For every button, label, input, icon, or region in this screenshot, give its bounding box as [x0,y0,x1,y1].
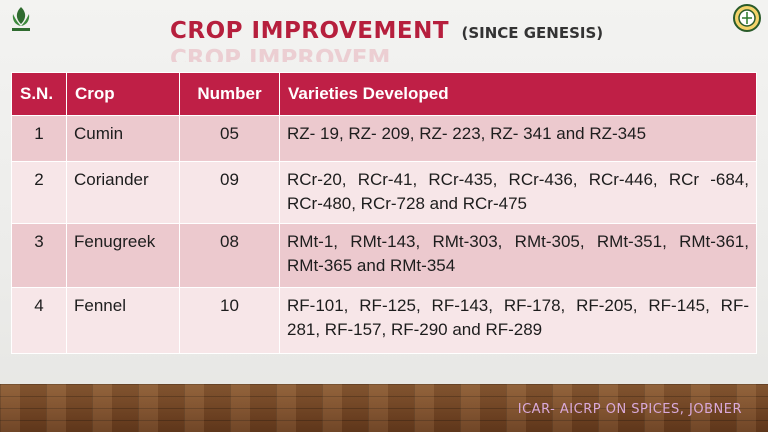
cell-sn: 2 [11,161,67,224]
table-header-row: S.N. Crop Number Varieties Developed [11,72,757,116]
cell-number: 09 [179,161,280,224]
cell-varieties: RF-101, RF-125, RF-143, RF-178, RF-205, … [279,287,757,354]
cell-sn: 4 [11,287,67,354]
cell-sn: 3 [11,223,67,288]
cell-varieties: RMt-1, RMt-143, RMt-303, RMt-305, RMt-35… [279,223,757,288]
table-row: 4 Fennel 10 RF-101, RF-125, RF-143, RF-1… [11,287,757,354]
column-header-varieties: Varieties Developed [279,72,757,116]
title-main: CROP IMPROVEMENT [170,18,450,44]
cell-crop: Fennel [66,287,180,354]
institute-seal-icon [733,4,761,32]
footer-organization: ICAR- AICRP ON SPICES, JOBNER [517,402,742,417]
cell-number: 05 [179,115,280,162]
table-row: 1 Cumin 05 RZ- 19, RZ- 209, RZ- 223, RZ-… [11,115,757,162]
table-row: 2 Coriander 09 RCr-20, RCr-41, RCr-435, … [11,161,757,224]
column-header-sn: S.N. [11,72,67,116]
title-subtitle: (SINCE GENESIS) [461,24,604,42]
column-header-number: Number [179,72,280,116]
crop-improvement-table: S.N. Crop Number Varieties Developed 1 C… [11,72,757,354]
wood-floor-background [0,384,768,432]
cell-varieties: RCr-20, RCr-41, RCr-435, RCr-436, RCr-44… [279,161,757,224]
page-title: CROP IMPROVEMENT (SINCE GENESIS) [170,18,603,44]
wood-floor-shade [0,384,768,432]
cell-number: 08 [179,223,280,288]
cell-crop: Cumin [66,115,180,162]
table-row: 3 Fenugreek 08 RMt-1, RMt-143, RMt-303, … [11,223,757,288]
title-ghost: CROP IMPROVEMENT [170,40,390,62]
cell-crop: Fenugreek [66,223,180,288]
cell-varieties: RZ- 19, RZ- 209, RZ- 223, RZ- 341 and RZ… [279,115,757,162]
icar-emblem-icon [12,7,30,31]
cell-number: 10 [179,287,280,354]
cell-sn: 1 [11,115,67,162]
column-header-crop: Crop [66,72,180,116]
cell-crop: Coriander [66,161,180,224]
title-ghost-text: CROP IMPROVEMENT [170,46,390,62]
